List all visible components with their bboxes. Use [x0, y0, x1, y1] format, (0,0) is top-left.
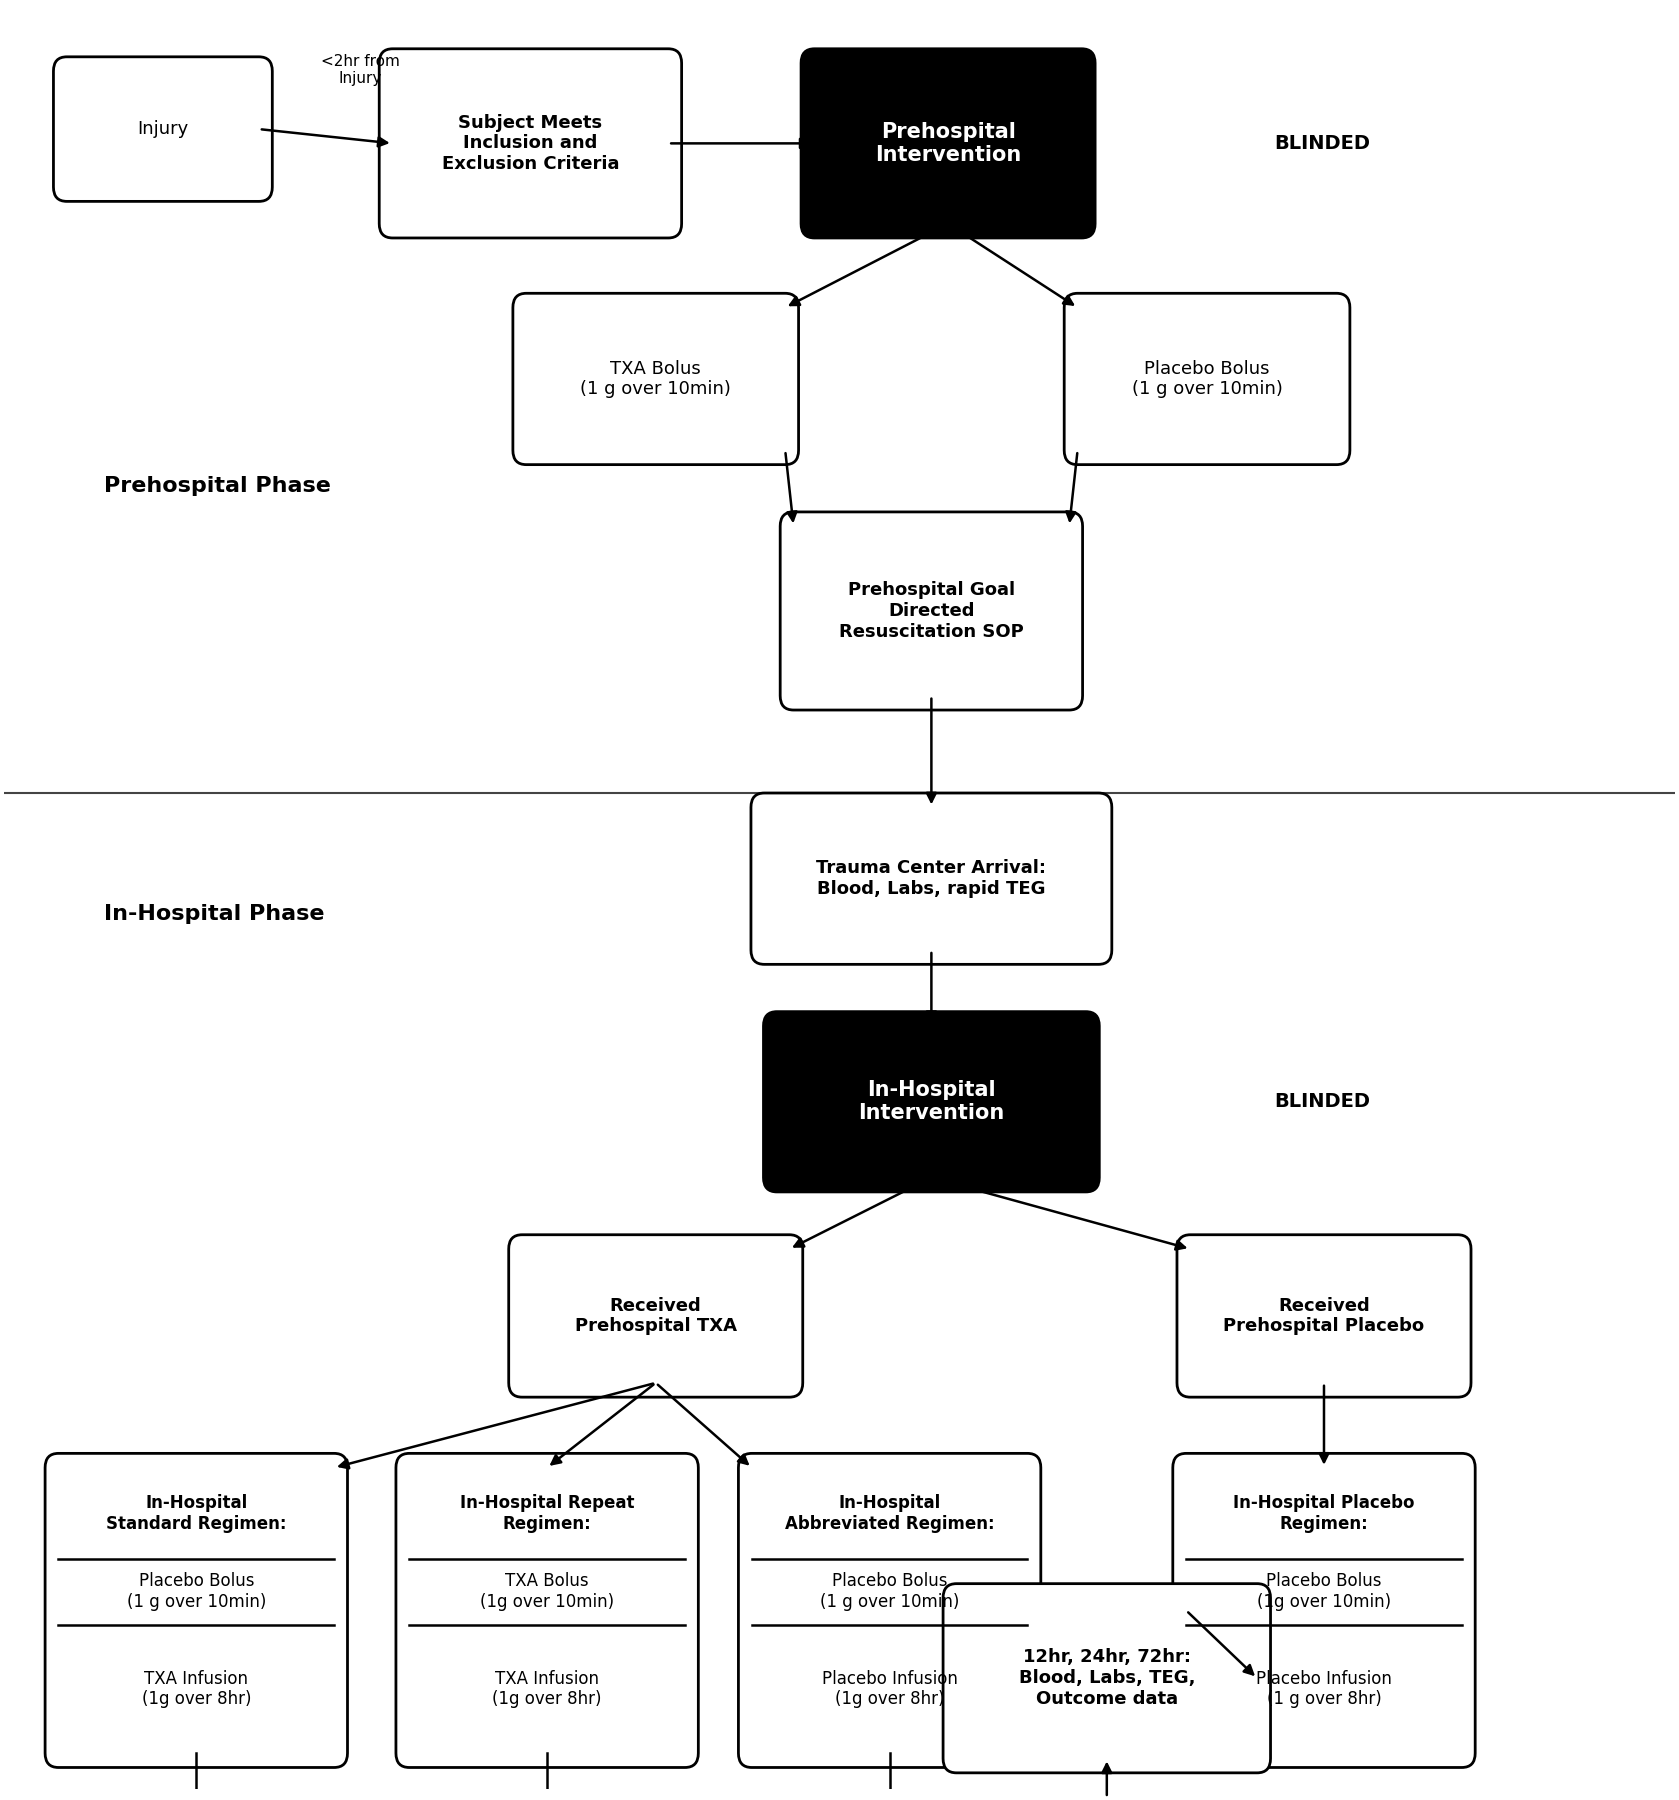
Text: In-Hospital
Abbreviated Regimen:: In-Hospital Abbreviated Regimen: — [784, 1494, 994, 1534]
Text: Placebo Bolus
(1 g over 10min): Placebo Bolus (1 g over 10min) — [819, 1573, 959, 1611]
Text: Prehospital Goal
Directed
Resuscitation SOP: Prehospital Goal Directed Resuscitation … — [840, 581, 1024, 641]
FancyBboxPatch shape — [801, 49, 1095, 238]
FancyBboxPatch shape — [944, 1584, 1271, 1773]
FancyBboxPatch shape — [396, 1453, 698, 1768]
Text: TXA Infusion
(1g over 8hr): TXA Infusion (1g over 8hr) — [492, 1670, 601, 1708]
FancyBboxPatch shape — [512, 293, 799, 464]
FancyBboxPatch shape — [1064, 293, 1350, 464]
Text: Prehospital
Intervention: Prehospital Intervention — [875, 122, 1021, 166]
Text: Placebo Bolus
(1 g over 10min): Placebo Bolus (1 g over 10min) — [1132, 360, 1283, 398]
Text: Placebo Bolus
(1 g over 10min): Placebo Bolus (1 g over 10min) — [126, 1573, 265, 1611]
Text: TXA Bolus
(1 g over 10min): TXA Bolus (1 g over 10min) — [581, 360, 730, 398]
Text: In-Hospital Placebo
Regimen:: In-Hospital Placebo Regimen: — [1234, 1494, 1415, 1534]
FancyBboxPatch shape — [1174, 1453, 1476, 1768]
Text: Prehospital Phase: Prehospital Phase — [104, 475, 331, 497]
Text: TXA Infusion
(1g over 8hr): TXA Infusion (1g over 8hr) — [141, 1670, 252, 1708]
FancyBboxPatch shape — [379, 49, 682, 238]
Text: Subject Meets
Inclusion and
Exclusion Criteria: Subject Meets Inclusion and Exclusion Cr… — [442, 113, 620, 173]
FancyBboxPatch shape — [1177, 1235, 1471, 1397]
Text: 12hr, 24hr, 72hr:
Blood, Labs, TEG,
Outcome data: 12hr, 24hr, 72hr: Blood, Labs, TEG, Outc… — [1019, 1649, 1195, 1708]
Text: Placebo Infusion
(1g over 8hr): Placebo Infusion (1g over 8hr) — [821, 1670, 957, 1708]
FancyBboxPatch shape — [764, 1012, 1100, 1192]
Text: Received
Prehospital TXA: Received Prehospital TXA — [574, 1296, 737, 1336]
Text: TXA Bolus
(1g over 10min): TXA Bolus (1g over 10min) — [480, 1573, 615, 1611]
FancyBboxPatch shape — [45, 1453, 348, 1768]
Text: Placebo Bolus
(1g over 10min): Placebo Bolus (1g over 10min) — [1258, 1573, 1392, 1611]
FancyBboxPatch shape — [509, 1235, 803, 1397]
Text: BLINDED: BLINDED — [1274, 1093, 1370, 1111]
Text: Injury: Injury — [138, 121, 188, 139]
FancyBboxPatch shape — [54, 58, 272, 202]
Text: Placebo Infusion
(1 g over 8hr): Placebo Infusion (1 g over 8hr) — [1256, 1670, 1392, 1708]
Text: <2hr from
Injury: <2hr from Injury — [321, 54, 400, 86]
FancyBboxPatch shape — [751, 794, 1111, 965]
Text: In-Hospital
Intervention: In-Hospital Intervention — [858, 1080, 1004, 1123]
FancyBboxPatch shape — [739, 1453, 1041, 1768]
Text: Received
Prehospital Placebo: Received Prehospital Placebo — [1224, 1296, 1424, 1336]
Text: In-Hospital Phase: In-Hospital Phase — [104, 904, 326, 925]
Text: In-Hospital Repeat
Regimen:: In-Hospital Repeat Regimen: — [460, 1494, 635, 1534]
Text: In-Hospital
Standard Regimen:: In-Hospital Standard Regimen: — [106, 1494, 287, 1534]
Text: Trauma Center Arrival:
Blood, Labs, rapid TEG: Trauma Center Arrival: Blood, Labs, rapi… — [816, 859, 1046, 898]
Text: BLINDED: BLINDED — [1274, 133, 1370, 153]
FancyBboxPatch shape — [781, 511, 1083, 709]
